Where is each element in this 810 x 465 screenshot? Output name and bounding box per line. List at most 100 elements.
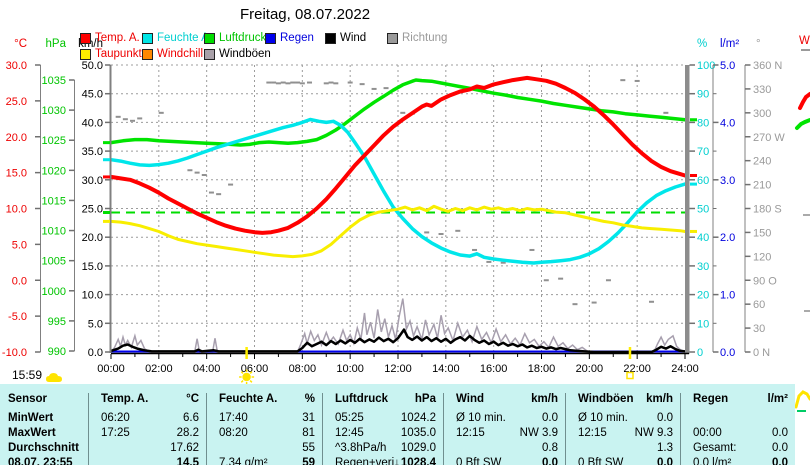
table-cell-text: 0 Bft SW — [578, 456, 624, 465]
table-cell-text: 0 Bft SW — [456, 456, 502, 465]
legend-swatch-icon — [80, 48, 91, 60]
table-cell-text: 17:25 — [101, 426, 130, 439]
table-row: Durchschnitt 17.62 55 ^3.8hPa/h 1029.0 0.8 1.3… — [0, 440, 795, 455]
table-cell-text: 0.0 — [772, 441, 788, 454]
axis-hPa: 1035 1030 1025 1020 1015 1010 1005 1000 995 990 hP… — [42, 38, 75, 358]
legend-label: Windchill — [157, 48, 204, 60]
table-header-wind: Wind km/h — [443, 393, 565, 410]
axis-tick-label: 40.0 — [82, 117, 103, 129]
table-cell-text: MinWert — [8, 411, 54, 424]
axis-tick-label: 5.0 — [720, 60, 735, 72]
axis-tick-label: -10.0 — [2, 347, 27, 359]
time-axis-labels: 00:00 02:00 04:00 06:00 08:00 10:00 12:00 14:00… — [97, 363, 699, 375]
time-axis-ticks — [110, 354, 686, 359]
table-header-sensor: Sensor — [0, 393, 88, 410]
table-cell-text: 81 — [302, 426, 315, 439]
axis-tick-label: 80 — [697, 117, 709, 129]
sunset-square-icon — [626, 371, 634, 380]
table-cell-text: 1.3 — [657, 441, 673, 454]
table-header-luftdruck: Luftdruck hPa — [322, 393, 443, 410]
axis-tick-label: 0 N — [753, 347, 770, 359]
axis-tick-label: 990 — [48, 346, 66, 358]
table-cell-maxwert-regen: 00:00 0.0 — [680, 425, 795, 440]
axis-tick-label: 100 — [697, 60, 715, 72]
axis-tick-label: 45.0 — [82, 89, 103, 101]
legend-label: Richtung — [402, 32, 448, 44]
wind-gusts-curve — [110, 298, 686, 353]
cloud-icon — [46, 373, 62, 382]
axis-unit-label: °C — [14, 38, 27, 50]
temperature-curve — [109, 75, 687, 235]
table-cell-text: 00:00 — [693, 426, 722, 439]
axis-tick-label: 25.0 — [82, 204, 103, 216]
table-cell-maxwert-temp: 17:25 28.2 — [88, 425, 206, 440]
table-cell-text: Windböen — [578, 393, 634, 405]
axis-tick-label: 3.0 — [720, 175, 735, 187]
axis-tick-label: 50 — [697, 204, 709, 216]
axis-tick-label: 60 — [697, 175, 709, 187]
legend-label: Windböen — [219, 48, 271, 60]
table-cell-text: Wind — [456, 393, 484, 405]
table-cell-text: km/h — [646, 393, 673, 405]
table-cell-text: Durchschnitt — [8, 441, 79, 454]
axis-tick-label: 1015 — [42, 195, 66, 207]
axis-tick-label: 1000 — [42, 286, 66, 298]
table-cell-durchschnitt-regen: Gesamt: 0.0 — [680, 440, 795, 455]
axis-tick-label: 0.0 — [720, 347, 735, 359]
table-cell-text: Luftdruck — [335, 393, 389, 405]
axis-tick-label: 150 — [753, 227, 771, 239]
table-cell-text: 08.07. 23:55 — [8, 456, 73, 465]
table-cell-minwert-luftdruck: 05:25 1024.2 — [322, 410, 443, 425]
clipped-corner-label: W — [799, 35, 810, 47]
time-label: 10:00 — [336, 363, 364, 375]
table-cell-durchschnitt-feuchte: 55 — [206, 440, 322, 455]
axis-tick-label: 5.0 — [88, 318, 103, 330]
time-label: 18:00 — [528, 363, 556, 375]
axis-tick-label: 30 — [697, 261, 709, 273]
table-cell-text: 0.0 — [772, 426, 788, 439]
axis-tick-label: 10.0 — [6, 204, 27, 216]
table-cell-text: 0.0 — [657, 411, 673, 424]
table-cell-minwert-wind: Ø 10 min. 0.0 — [443, 410, 565, 425]
dewpoint-curve — [109, 204, 687, 259]
time-label: 14:00 — [432, 363, 460, 375]
table-cell-durchschnitt-wind: 0.8 — [443, 440, 565, 455]
legend-swatch-icon — [204, 48, 215, 60]
footer-time: 15:59 — [12, 368, 43, 382]
legend-swatch-icon — [325, 32, 336, 44]
time-label: 12:00 — [384, 363, 412, 375]
legend-label: Luftdruck — [219, 32, 267, 44]
axis-tick-label: 15.0 — [82, 261, 103, 273]
right-edge-fragments: W — [794, 35, 810, 412]
pressure-curve — [109, 78, 687, 147]
axis-tick-label: 1010 — [42, 226, 66, 238]
table-cell-text: 1028.4 — [400, 456, 436, 465]
axis-tick-label: 2.0 — [720, 232, 735, 244]
table-cell-text: 28.2 — [176, 426, 199, 439]
table-row: MaxWert 17:25 28.2 08:20 81 12:45 1035.0 12:15 N… — [0, 425, 795, 440]
table-cell-minwert-regen — [680, 410, 795, 425]
legend-swatch-icon — [265, 32, 276, 44]
axis-tick-label: 4.0 — [720, 117, 735, 129]
axis-tick-label: 15.0 — [6, 168, 27, 180]
series-edge-ticks — [103, 118, 697, 233]
axis-tick-label: 25.0 — [6, 96, 27, 108]
axis-tick-label: 0.0 — [88, 347, 103, 359]
time-label: 24:00 — [671, 363, 699, 375]
table-cell-current-luftdruck: Regen+veri↓ 1028.4 — [322, 455, 443, 465]
legend-swatch-icon — [142, 32, 153, 44]
table-cell-text: 12:15 — [578, 426, 607, 439]
table-cell-text: 0.0 l/m² — [693, 456, 732, 465]
wind-direction-dots — [115, 79, 669, 306]
time-label: 08:00 — [289, 363, 317, 375]
axis-tick-label: 300 — [753, 108, 771, 120]
legend-label: Taupunkt — [95, 48, 142, 60]
axis-°C: 30.0 25.0 20.0 15.0 10.0 5.0 0.0 -5.0 -10.0 °C — [2, 38, 41, 359]
legend-label: Wind — [340, 32, 367, 44]
table-cell-text: Regen+veri↓ — [335, 456, 400, 465]
legend-item-windb-en: Windböen — [204, 48, 271, 60]
wind-curve — [110, 328, 686, 354]
table-cell-minwert-temp: 06:20 6.6 — [88, 410, 206, 425]
table-cell-text: 0.8 — [542, 441, 558, 454]
table-cell-maxwert-luftdruck: 12:45 1035.0 — [322, 425, 443, 440]
